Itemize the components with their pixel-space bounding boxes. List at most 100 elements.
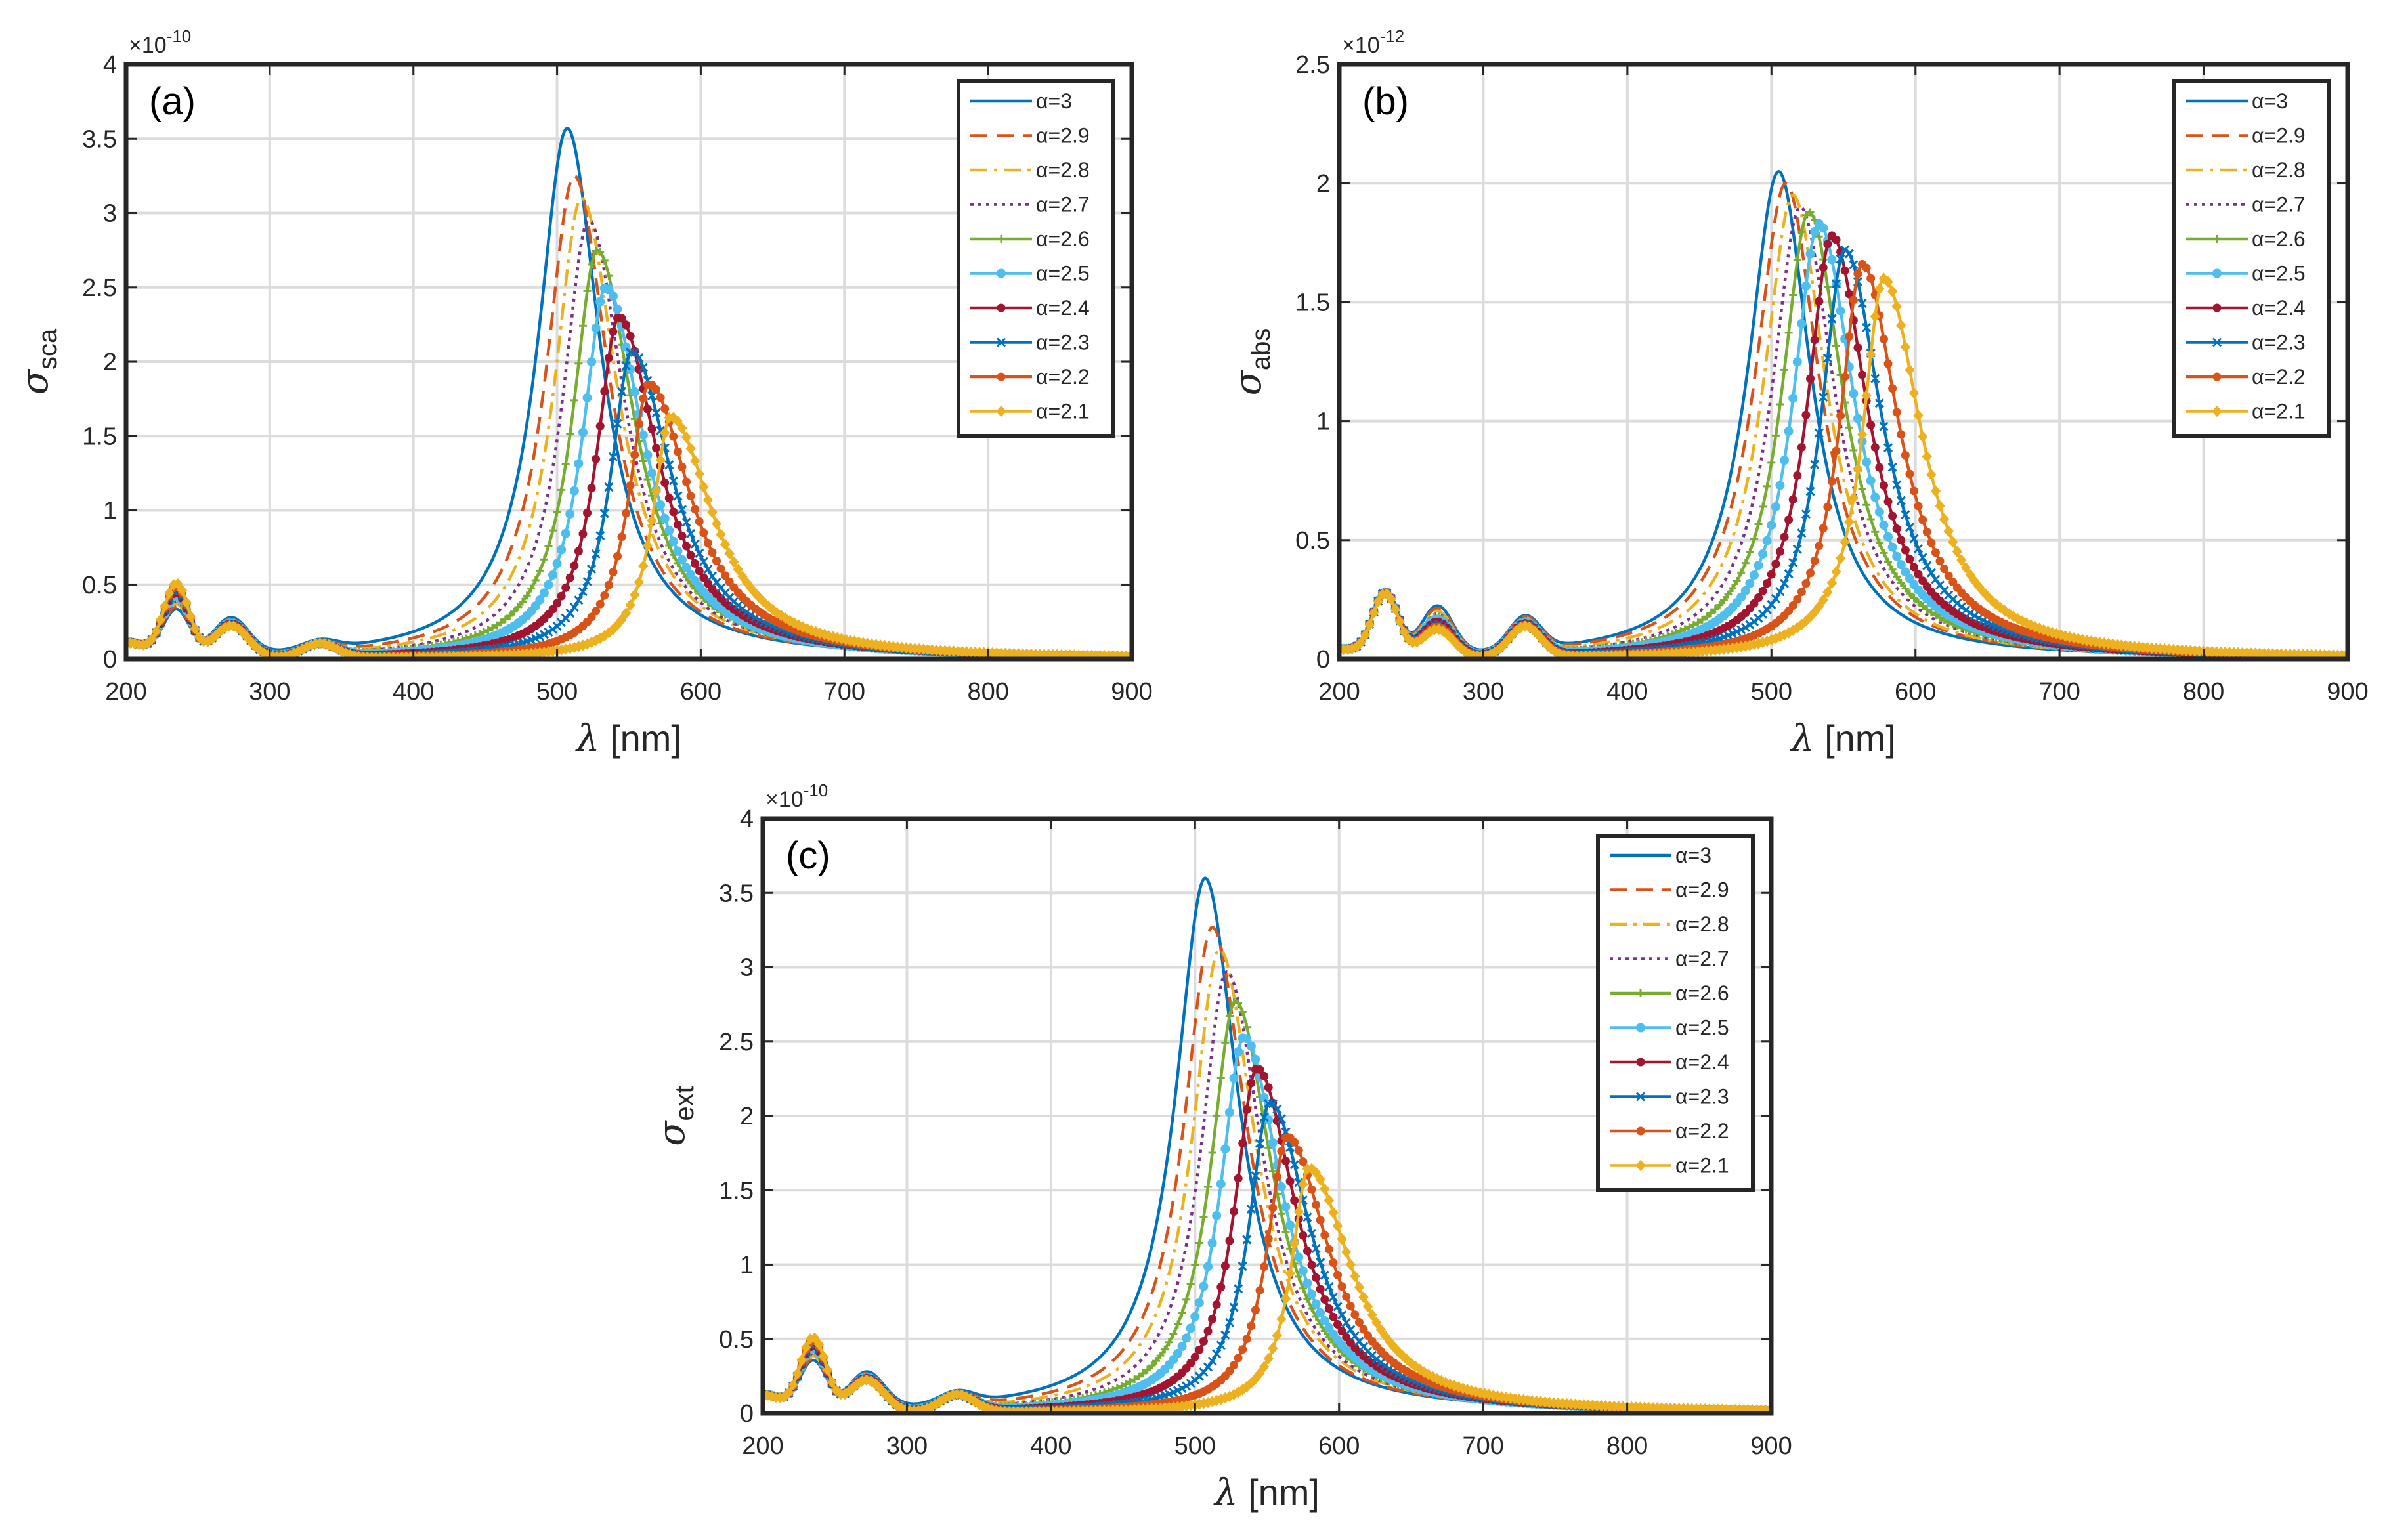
- x-tick-label: 400: [1030, 1432, 1071, 1460]
- legend-entry-label: α=3: [1675, 844, 1711, 867]
- series-marker-8: [1212, 1349, 1222, 1359]
- series-marker-5: [1178, 1309, 1186, 1317]
- series-marker-5: [1910, 594, 1918, 603]
- x-tick-label: 700: [1462, 1432, 1503, 1460]
- legend-entry-label: α=3: [1036, 89, 1072, 113]
- x-tick-label: 700: [824, 678, 865, 706]
- series-marker-5: [514, 603, 523, 611]
- series-marker-6: [647, 468, 657, 478]
- series-marker-8: [1320, 1270, 1329, 1280]
- series-marker-6: [1788, 393, 1798, 403]
- series-marker-8: [1909, 534, 1919, 544]
- series-marker-7: [1234, 1174, 1243, 1183]
- series-marker-6: [552, 559, 562, 568]
- series-marker-7: [587, 484, 596, 493]
- series-marker-5: [1238, 1008, 1247, 1016]
- series-marker-10: [892, 1400, 902, 1411]
- series-marker-9: [1819, 524, 1828, 533]
- series-marker-7: [626, 332, 635, 341]
- y-tick-label: 3: [740, 954, 754, 982]
- series-marker-7: [643, 404, 652, 414]
- series-marker-6: [686, 570, 696, 580]
- legend-marker-10: [2212, 405, 2222, 417]
- series-marker-5: [583, 287, 592, 295]
- x-axis-space: [1238, 1472, 1249, 1513]
- series-marker-8: [1736, 625, 1746, 635]
- series-marker-10: [1356, 637, 1366, 649]
- series-marker-9: [1364, 1331, 1373, 1340]
- series-marker-5: [1234, 999, 1243, 1008]
- y-multiplier: ×10-10: [129, 26, 191, 58]
- series-marker-8: [1251, 1171, 1260, 1181]
- x-axis-label: λ [nm]: [1213, 1472, 1320, 1514]
- series-marker-7: [1333, 1320, 1343, 1329]
- series-marker-9: [634, 419, 643, 429]
- series-marker-5: [1923, 605, 1931, 614]
- series-marker-8: [1289, 1160, 1299, 1170]
- series-marker-9: [626, 481, 635, 490]
- series-marker-9: [682, 477, 691, 486]
- series-marker-10: [1263, 1352, 1274, 1365]
- series-marker-7: [1879, 481, 1888, 490]
- series-marker-5: [1901, 584, 1910, 593]
- series-marker-6: [1810, 226, 1820, 236]
- series-marker-7: [1195, 1345, 1204, 1354]
- series-marker-8: [681, 517, 691, 527]
- series-marker-6: [1870, 492, 1880, 502]
- series-marker-5: [1161, 1345, 1169, 1354]
- series-marker-7: [1775, 547, 1784, 556]
- series-marker-9: [708, 548, 717, 557]
- series-marker-5: [1208, 1149, 1216, 1157]
- series-marker-7: [1914, 570, 1923, 579]
- series-marker-6: [1883, 532, 1893, 542]
- series-marker-10: [1960, 562, 1971, 574]
- series-marker-8: [651, 408, 661, 417]
- series-marker-9: [1801, 579, 1811, 588]
- legend-entry-label: α=2.9: [1036, 124, 1090, 148]
- curves: [763, 876, 1771, 1413]
- series-marker-6: [1740, 586, 1750, 595]
- series-marker-10: [1891, 300, 1902, 312]
- series-marker-10: [1965, 568, 1975, 581]
- series-marker-9: [1277, 1147, 1286, 1156]
- series-marker-6: [1251, 1054, 1260, 1064]
- series-marker-7: [1247, 1079, 1256, 1088]
- y-tick-label: 1.5: [82, 423, 117, 450]
- series-marker-9: [1272, 1172, 1281, 1182]
- legend-entry-label: α=2.1: [1036, 400, 1090, 423]
- series-marker-10: [1853, 463, 1863, 475]
- legend-entry-label: α=2.8: [1675, 912, 1729, 936]
- series-marker-10: [1402, 1354, 1412, 1365]
- series-marker-10: [194, 631, 205, 643]
- series-marker-10: [1905, 364, 1915, 376]
- series-marker-7: [695, 567, 704, 576]
- series-marker-7: [1870, 442, 1880, 452]
- y-tick-label: 1.5: [719, 1177, 754, 1205]
- series-marker-9: [1342, 1292, 1351, 1301]
- series-marker-10: [233, 622, 244, 635]
- series-marker-7: [1264, 1083, 1273, 1092]
- series-marker-6: [1853, 414, 1862, 423]
- legend-marker-10: [1635, 1159, 1646, 1172]
- series-marker-5: [660, 531, 669, 540]
- series-marker-9: [1897, 430, 1906, 439]
- series-marker-8: [1302, 1212, 1312, 1222]
- series-marker-9: [1255, 1286, 1264, 1295]
- legend: α=3 α=2.9 α=2.8 α=2.7 α=2.6 α=2.5 α=2.4 α=2.3 α=…: [957, 79, 1115, 438]
- series-marker-7: [1302, 1247, 1312, 1256]
- series-marker-6: [608, 291, 618, 301]
- series-marker-5: [1685, 623, 1694, 631]
- series-marker-9: [1823, 502, 1832, 511]
- series-marker-10: [702, 494, 714, 506]
- series-marker-6: [1294, 1252, 1304, 1262]
- series-marker-6: [1316, 1308, 1325, 1317]
- series-marker-10: [1255, 1367, 1265, 1379]
- series-marker-5: [1776, 400, 1784, 409]
- series-marker-7: [1788, 495, 1797, 504]
- series-marker-9: [1922, 527, 1931, 536]
- series-marker-10: [185, 610, 196, 622]
- series-marker-5: [1117, 1382, 1126, 1390]
- series-marker-7: [1883, 497, 1893, 506]
- series-marker-9: [1225, 1367, 1234, 1376]
